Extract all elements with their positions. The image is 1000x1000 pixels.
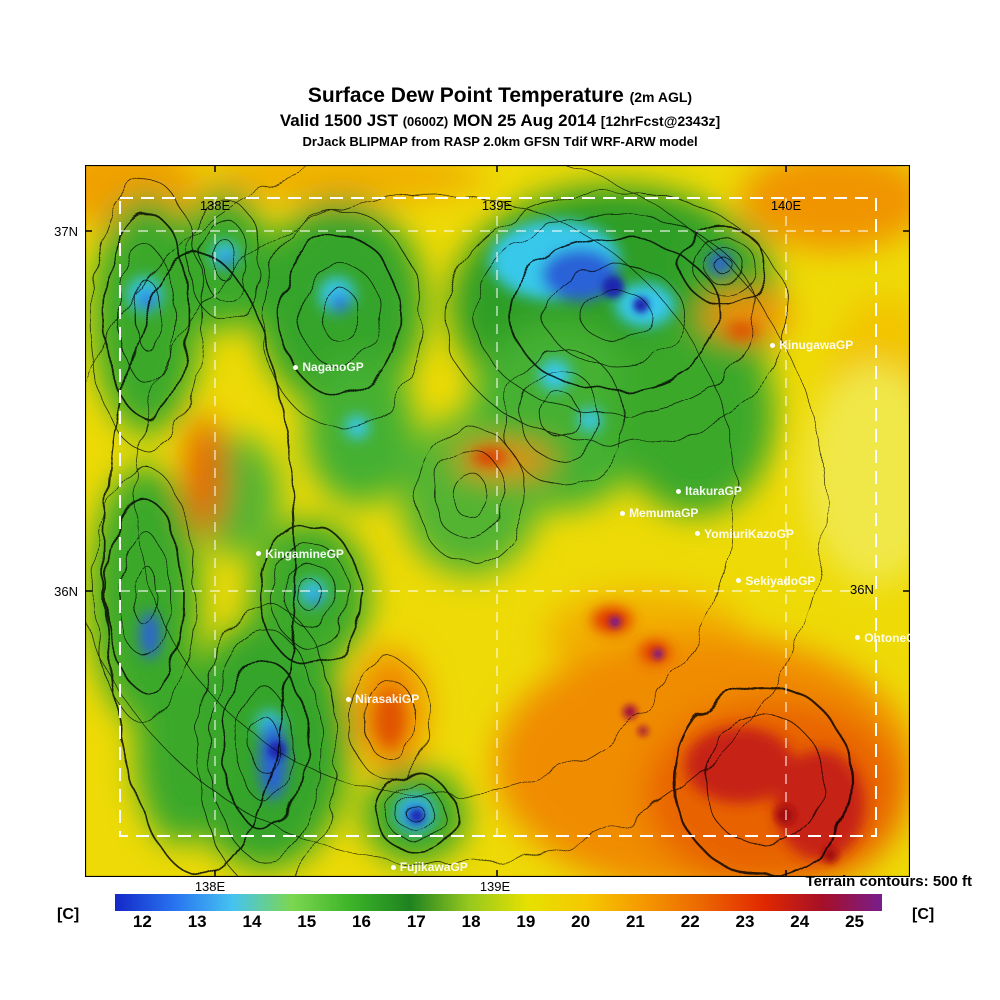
unit-label-left: [C] [57, 906, 80, 923]
scale-value: 15 [297, 912, 317, 931]
valid-fcst: [12hrFcst@2343z] [600, 113, 721, 129]
header: Surface Dew Point Temperature (2m AGL) V… [0, 84, 1000, 149]
station-marker: NirasakiGP [346, 692, 419, 706]
station-marker: OhtoneGP [855, 631, 910, 645]
lat-label-right-36n: 36N [850, 582, 874, 597]
station-dot-icon [695, 531, 701, 537]
station-dot-icon [855, 635, 861, 641]
scale-value: 14 [242, 912, 262, 931]
station-label: ItakuraGP [685, 484, 742, 499]
station-marker: NaganoGP [293, 360, 364, 375]
lon-label-top-139e: 139E [481, 198, 513, 213]
title-agl-suffix: (2m AGL) [629, 89, 693, 105]
station-marker: KingamineGP [256, 547, 344, 561]
colorbar-scale-values: 12 13 14 15 16 17 18 19 20 21 22 23 24 2… [115, 912, 882, 932]
lat-label-left-36n: 36N [54, 584, 78, 599]
lon-label-bottom-139e: 139E [479, 879, 511, 894]
station-label: SekiyadoGP [745, 573, 816, 588]
graticule [119, 197, 877, 837]
station-marker: MemumaGP [620, 506, 698, 520]
model-line: DrJack BLIPMAP from RASP 2.0km GFSN Tdif… [302, 134, 698, 149]
extreme-spots [268, 276, 838, 863]
scale-value: 17 [406, 912, 426, 931]
lon-label-bottom-138e: 138E [194, 879, 226, 894]
station-label: FujikawaGP [399, 860, 468, 875]
station-marker: ItakuraGP [676, 484, 742, 498]
scale-value: 20 [571, 912, 591, 931]
station-label: YomiuriKazoGP [704, 526, 794, 541]
scale-value: 19 [516, 912, 536, 931]
scale-value: 24 [790, 912, 810, 931]
scale-value: 25 [845, 912, 864, 931]
lon-label-top-138e: 138E [199, 198, 231, 213]
colorbar [115, 894, 882, 911]
valid-prefix: Valid 1500 JST [279, 111, 398, 130]
scale-value: 16 [352, 912, 371, 931]
valid-time-line: Valid 1500 JST (0600Z) MON 25 Aug 2014 [… [0, 111, 1000, 131]
station-label: KingamineGP [265, 546, 344, 561]
station-label: NaganoGP [302, 360, 364, 375]
scale-value: 13 [187, 912, 207, 931]
title-text: Surface Dew Point Temperature [307, 84, 624, 107]
valid-zulu: (0600Z) [402, 114, 449, 129]
dewpoint-map: NaganoGP KinugawaGP ItakuraGP MemumaGP [85, 165, 910, 877]
station-label: MemumaGP [629, 506, 699, 521]
station-marker: KinugawaGP [770, 338, 853, 352]
scale-value: 21 [625, 912, 645, 931]
station-marker: SekiyadoGP [736, 574, 815, 588]
station-dot-icon [736, 578, 742, 584]
lat-label-left-37n: 37N [54, 224, 78, 239]
station-dot-icon [256, 551, 262, 557]
unit-label-right: [C] [912, 906, 935, 923]
station-label: OhtoneGP [864, 630, 910, 645]
terrain-contours-note: Terrain contours: 500 ft [805, 873, 972, 890]
dewpoint-map-canvas [85, 165, 910, 877]
station-dot-icon [620, 510, 626, 516]
station-marker: FujikawaGP [390, 860, 468, 875]
page-title: Surface Dew Point Temperature (2m AGL) [0, 84, 1000, 108]
map-frame [85, 165, 910, 877]
station-dot-icon [676, 488, 682, 494]
valid-date: MON 25 Aug 2014 [452, 111, 596, 130]
station-dot-icon [390, 864, 396, 870]
station-label: NirasakiGP [355, 692, 420, 706]
station-dot-icon [293, 364, 299, 370]
station-marker: YomiuriKazoGP [695, 527, 794, 541]
station-dot-icon [770, 342, 776, 348]
station-dot-icon [346, 696, 352, 702]
scale-value: 12 [132, 912, 152, 931]
terrain-contour-lines [85, 165, 853, 877]
scale-value: 23 [735, 912, 755, 931]
color-cores [127, 220, 865, 860]
scale-value: 22 [680, 912, 700, 931]
lon-label-top-140e: 140E [770, 198, 802, 213]
station-label: KinugawaGP [779, 338, 854, 353]
scale-value: 18 [461, 912, 481, 931]
